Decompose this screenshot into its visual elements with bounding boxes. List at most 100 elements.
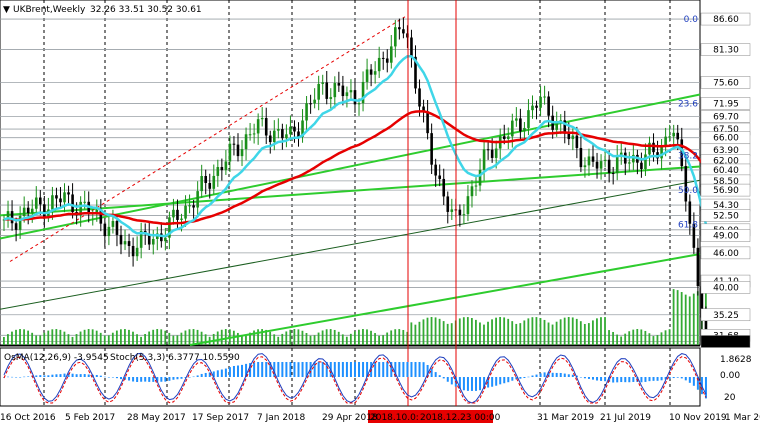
osma-bar bbox=[253, 362, 256, 377]
osma-bar bbox=[672, 377, 675, 379]
candle-body bbox=[527, 110, 530, 128]
osma-bar bbox=[345, 362, 348, 377]
candle-body bbox=[648, 142, 651, 155]
symbol-title: UKBrent,Weekly bbox=[13, 5, 86, 15]
candle-body bbox=[406, 33, 409, 38]
candle-body bbox=[361, 81, 365, 104]
candle-body bbox=[523, 127, 526, 132]
osma-bar bbox=[19, 377, 22, 378]
candle-body bbox=[55, 195, 58, 199]
volume-bar bbox=[543, 319, 546, 345]
candle-body bbox=[450, 209, 454, 212]
volume-bar bbox=[668, 329, 671, 345]
osma-bar bbox=[128, 377, 131, 381]
osma-bar bbox=[438, 375, 441, 377]
osma-bar bbox=[297, 362, 300, 377]
osma-bar bbox=[656, 377, 659, 381]
osma-bar bbox=[23, 376, 26, 378]
candle-body bbox=[394, 27, 397, 47]
osma-bar bbox=[188, 377, 191, 378]
volume-bar bbox=[676, 290, 679, 345]
candle-body bbox=[285, 134, 288, 139]
volume-bar bbox=[462, 317, 465, 345]
candle-body bbox=[139, 230, 143, 248]
osma-bar bbox=[571, 374, 574, 377]
date-label: 1 Mar 2020 bbox=[725, 413, 760, 423]
osma-bar bbox=[692, 377, 695, 386]
volume-bar bbox=[394, 329, 397, 345]
osma-bar bbox=[236, 365, 239, 377]
channel-lower-line bbox=[189, 253, 701, 346]
selected-range-highlight bbox=[368, 410, 493, 423]
osma-bar bbox=[390, 362, 393, 377]
volume-bar bbox=[192, 329, 195, 345]
volume-bar bbox=[204, 334, 207, 345]
candle-body bbox=[39, 197, 42, 205]
volume-bar bbox=[640, 329, 643, 345]
volume-bar bbox=[579, 321, 582, 345]
osma-bar bbox=[523, 377, 526, 379]
candle-body bbox=[51, 195, 54, 210]
volume-bar bbox=[87, 329, 90, 345]
osma-bar bbox=[55, 374, 58, 377]
osma-bar bbox=[75, 374, 78, 377]
candle-body bbox=[289, 126, 292, 135]
osma-bar bbox=[192, 376, 195, 378]
volume-bar bbox=[281, 333, 284, 345]
volume-bar bbox=[567, 317, 570, 345]
osma-bar bbox=[632, 377, 635, 382]
volume-bar bbox=[442, 321, 445, 345]
moving-averages bbox=[3, 54, 708, 238]
price-tag-label: 40.00 bbox=[713, 283, 739, 293]
osma-bar bbox=[144, 377, 147, 382]
volume-bar bbox=[156, 329, 159, 345]
volume-bar bbox=[358, 329, 360, 345]
candle-body bbox=[281, 129, 284, 139]
volume-bar bbox=[587, 323, 590, 345]
osma-bar bbox=[200, 373, 203, 377]
candle-body bbox=[644, 154, 647, 170]
ema-fast-line bbox=[3, 54, 708, 238]
candle-body bbox=[446, 196, 450, 212]
osma-bar bbox=[596, 377, 599, 381]
osma-bar bbox=[418, 362, 421, 377]
volume-bar bbox=[620, 336, 623, 345]
osma-bar bbox=[620, 377, 623, 383]
osma-bar bbox=[652, 377, 655, 381]
volume-bar bbox=[111, 332, 114, 345]
volume-bar bbox=[95, 330, 98, 345]
osma-bar bbox=[374, 362, 377, 377]
osma-bar bbox=[406, 362, 409, 377]
price-tag-label: 66.00 bbox=[713, 134, 739, 144]
osma-bar bbox=[232, 365, 235, 377]
candle-body bbox=[482, 149, 486, 170]
candle-body bbox=[103, 223, 107, 237]
osma-bar bbox=[103, 376, 106, 378]
price-tag-label: 67.50 bbox=[713, 125, 739, 135]
osma-bar bbox=[579, 377, 582, 378]
candle-body bbox=[615, 156, 619, 174]
volume-bar bbox=[91, 329, 94, 345]
volume-bar bbox=[265, 329, 268, 345]
volume-bar bbox=[559, 319, 562, 345]
candle-body bbox=[111, 221, 115, 227]
candle-body bbox=[567, 133, 571, 140]
osma-bar bbox=[644, 377, 647, 382]
candle-body bbox=[208, 182, 212, 189]
osma-bar bbox=[208, 372, 211, 377]
candle-body bbox=[684, 166, 688, 202]
volume-bar bbox=[519, 323, 522, 345]
osma-bar bbox=[563, 373, 566, 377]
osma-bar bbox=[337, 362, 340, 377]
date-label: 7 Jan 2018 bbox=[257, 413, 305, 423]
osma-bar bbox=[39, 375, 42, 377]
candle-body bbox=[59, 198, 62, 203]
vertical-markers bbox=[368, 0, 493, 423]
volume-bar bbox=[398, 329, 401, 345]
candle-body bbox=[151, 238, 155, 245]
volume-bar bbox=[333, 329, 336, 345]
candle-body bbox=[260, 118, 264, 120]
osma-bar bbox=[358, 362, 361, 377]
candle-body bbox=[418, 88, 421, 107]
